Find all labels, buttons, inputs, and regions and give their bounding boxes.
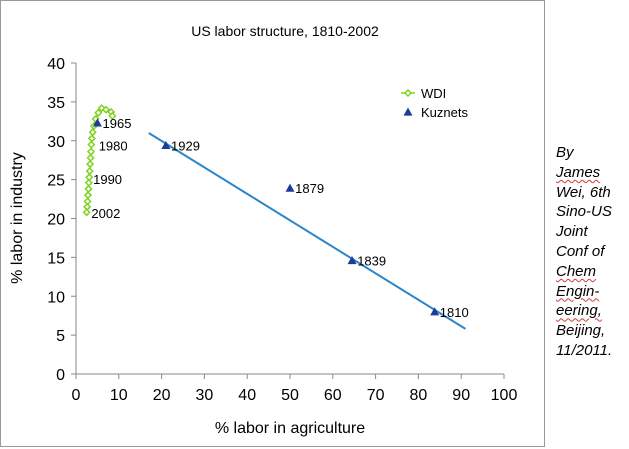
point-label: 1879	[295, 181, 324, 196]
x-tick-label: 70	[367, 387, 385, 404]
credit-line: Engin-	[556, 282, 600, 300]
legend-marker-wdi	[403, 88, 413, 98]
x-tick-label: 0	[72, 387, 81, 404]
x-tick-label: 20	[153, 387, 171, 404]
point-label: 1929	[171, 138, 200, 153]
credit-line: eering,	[556, 302, 602, 320]
x-tick-label: 80	[410, 387, 428, 404]
x-tick-label: 90	[452, 387, 470, 404]
data-point-kuznets	[285, 183, 295, 192]
credit-line: Chem	[556, 262, 597, 280]
data-point-wdi	[101, 105, 111, 114]
y-tick-label: 0	[56, 367, 65, 384]
trend-line	[148, 132, 467, 330]
credit-line: Sino-US	[556, 203, 612, 221]
x-tick-label: 50	[281, 387, 299, 404]
credit-line: Joint	[556, 223, 588, 241]
data-point-wdi	[94, 108, 103, 117]
data-point-kuznets	[92, 118, 102, 127]
chart-frame	[0, 0, 545, 447]
credit-line: Wei, 6th	[556, 183, 611, 201]
chart: US labor structure, 1810-2002 % labor in…	[9, 23, 517, 437]
plot-area: 0 10 20 30 40 50 60 70 80 90 100 0 5 10 15 20 25 30 35 40 19…	[47, 56, 517, 404]
legend-label-wdi: WDI	[421, 86, 446, 101]
y-tick-label: 15	[47, 250, 65, 267]
data-point-kuznets	[161, 140, 171, 150]
y-tick-label: 5	[56, 328, 65, 345]
data-point-wdi	[84, 184, 93, 194]
x-tick-label: 10	[110, 387, 128, 404]
y-tick-label: 40	[47, 56, 65, 73]
credit-line: By	[556, 144, 574, 161]
credit-line: James	[556, 163, 601, 181]
x-tick-label: 40	[238, 387, 256, 404]
y-tick-label: 30	[47, 134, 65, 151]
x-axis-label: % labor in agriculture	[215, 420, 365, 437]
data-point-wdi	[85, 167, 94, 176]
data-point-wdi	[83, 202, 92, 211]
credit-line: Conf of	[556, 242, 605, 260]
point-label: 1965	[103, 116, 132, 131]
data-point-wdi	[87, 134, 96, 143]
y-axis-label: % labor in industry	[9, 152, 26, 284]
data-point-wdi	[108, 111, 117, 120]
data-point-wdi	[88, 128, 97, 137]
y-tick-label: 35	[47, 95, 65, 112]
data-point-wdi	[82, 208, 91, 217]
y-tick-label: 10	[47, 289, 65, 306]
data-point-wdi	[86, 160, 95, 169]
y-tick-label: 20	[47, 212, 65, 229]
credit-line: 11/2011.	[556, 341, 613, 359]
legend-marker-kuznets	[403, 107, 413, 116]
data-point-wdi	[83, 191, 93, 200]
point-label: 2002	[91, 206, 120, 221]
y-tick-label: 25	[47, 173, 65, 190]
data-point-kuznets	[347, 255, 357, 265]
x-tick-label: 60	[324, 387, 342, 404]
data-point-kuznets	[430, 307, 440, 316]
credit-line: Beijing,	[556, 322, 606, 340]
author-credit: By James Wei, 6th Sino-US Joint Conf of …	[556, 143, 628, 361]
x-tick-label: 30	[196, 387, 214, 404]
data-point-wdi	[84, 178, 93, 187]
data-point-wdi	[86, 147, 96, 156]
data-point-wdi	[83, 197, 92, 206]
x-tick-label: 100	[491, 387, 518, 404]
chart-title: US labor structure, 1810-2002	[191, 23, 379, 39]
data-point-wdi	[86, 153, 95, 162]
data-point-wdi	[85, 173, 94, 182]
data-point-wdi	[87, 140, 96, 149]
point-label: 1990	[93, 172, 122, 187]
point-label: 1839	[357, 253, 386, 268]
point-label: 1810	[440, 305, 469, 320]
legend-label-kuznets: Kuznets	[421, 105, 468, 120]
point-label: 1980	[99, 138, 128, 153]
